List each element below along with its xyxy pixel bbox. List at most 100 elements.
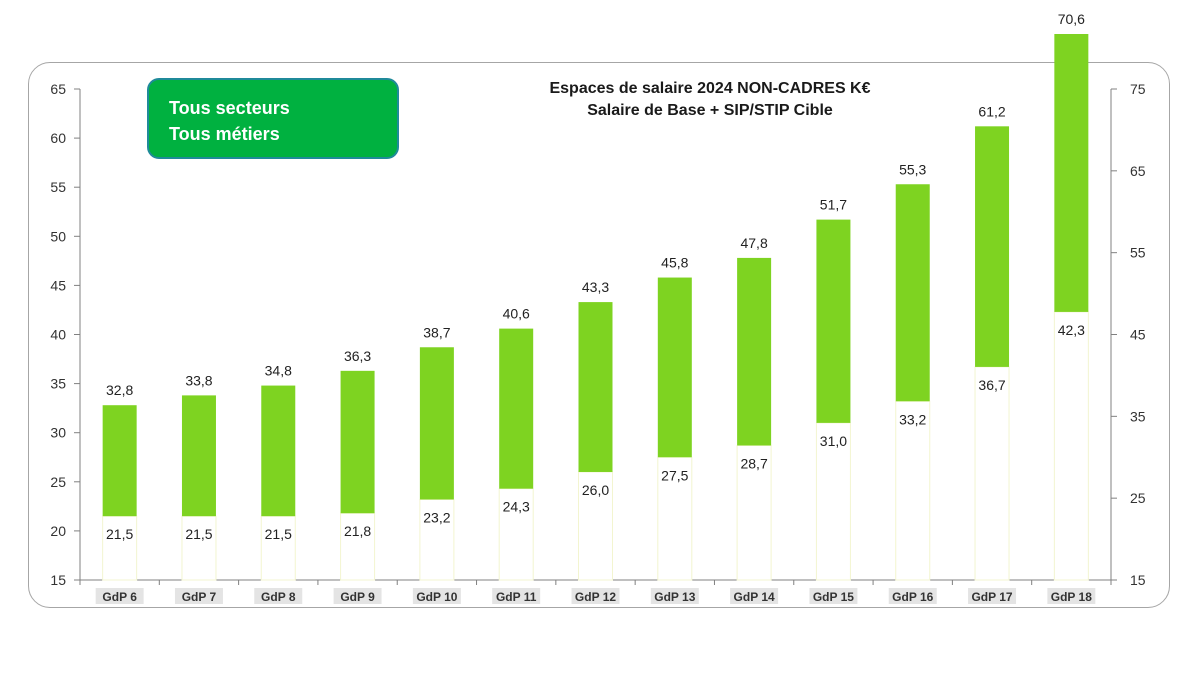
- y-left-tick-label: 20: [50, 523, 66, 539]
- chart-subtitle: Salaire de Base + SIP/STIP Cible: [587, 102, 833, 119]
- range-bar: [102, 405, 137, 517]
- x-tick-label-bg: [95, 588, 144, 604]
- low-value-label: 33,2: [899, 411, 926, 427]
- y-right-tick-label: 45: [1130, 327, 1146, 343]
- high-value-label: 33,8: [185, 372, 212, 388]
- x-tick-label: GdP 15: [813, 590, 854, 604]
- low-value-label: 24,3: [503, 499, 530, 515]
- high-value-label: 36,3: [344, 348, 371, 364]
- x-tick-label-bg: [571, 588, 620, 604]
- y-right-tick-label: 35: [1130, 408, 1146, 424]
- low-value-label: 21,5: [185, 526, 212, 542]
- y-left-tick-label: 65: [50, 81, 66, 97]
- high-value-label: 55,3: [899, 161, 926, 177]
- y-left-tick-label: 30: [50, 425, 66, 441]
- x-tick-label: GdP 13: [654, 590, 695, 604]
- high-value-label: 61,2: [978, 103, 1005, 119]
- range-bar: [261, 385, 296, 517]
- range-bar: [419, 347, 454, 500]
- x-tick-label-bg: [254, 588, 303, 604]
- x-tick-label: GdP 7: [182, 590, 217, 604]
- range-bar: [181, 395, 216, 517]
- x-tick-label-bg: [492, 588, 541, 604]
- low-value-label: 28,7: [740, 455, 767, 471]
- y-left-tick-label: 35: [50, 376, 66, 392]
- high-value-label: 38,7: [423, 324, 450, 340]
- range-bar: [499, 328, 534, 489]
- base-column: [498, 488, 534, 581]
- base-column: [736, 444, 772, 581]
- low-value-label: 21,8: [344, 523, 371, 539]
- high-value-label: 47,8: [740, 235, 767, 251]
- chart-title-block: Espaces de salaire 2024 NON-CADRES K€ Sa…: [470, 78, 950, 122]
- base-column: [419, 498, 455, 581]
- chart-frame: [28, 62, 1170, 608]
- x-tick-label: GdP 6: [102, 590, 137, 604]
- base-column: [340, 512, 376, 581]
- y-left-tick-label: 50: [50, 228, 66, 244]
- low-value-label: 36,7: [978, 377, 1005, 393]
- y-left-tick-label: 15: [50, 572, 66, 588]
- y-right-tick-label: 25: [1130, 490, 1146, 506]
- scope-badge: Tous secteurs Tous métiers: [147, 78, 399, 159]
- low-value-label: 26,0: [582, 482, 609, 498]
- y-left-tick-label: 40: [50, 327, 66, 343]
- low-value-label: 27,5: [661, 467, 688, 483]
- y-left-tick-label: 25: [50, 474, 66, 490]
- low-value-label: 31,0: [820, 433, 847, 449]
- y-left-tick-label: 45: [50, 277, 66, 293]
- x-tick-label-bg: [730, 588, 779, 604]
- base-column: [974, 366, 1010, 581]
- base-column: [578, 471, 613, 581]
- high-value-label: 43,3: [582, 279, 609, 295]
- range-bar: [657, 277, 692, 458]
- high-value-label: 51,7: [820, 197, 847, 213]
- base-column: [895, 400, 931, 581]
- base-column: [815, 422, 851, 581]
- chart-title: Espaces de salaire 2024 NON-CADRES K€: [549, 80, 871, 97]
- range-bar: [1054, 34, 1089, 312]
- x-tick-label: GdP 11: [496, 590, 537, 604]
- y-right-tick-label: 75: [1130, 81, 1146, 97]
- x-tick-label: GdP 10: [416, 590, 457, 604]
- base-column: [657, 456, 693, 581]
- low-value-label: 21,5: [106, 526, 133, 542]
- badge-line-jobs: Tous métiers: [169, 124, 280, 144]
- high-value-label: 70,6: [1058, 11, 1085, 27]
- range-bar: [816, 219, 851, 423]
- y-right-tick-label: 15: [1130, 572, 1146, 588]
- low-value-label: 21,5: [265, 526, 292, 542]
- badge-line-sectors: Tous secteurs: [169, 98, 290, 118]
- y-right-tick-label: 65: [1130, 163, 1146, 179]
- high-value-label: 32,8: [106, 382, 133, 398]
- range-bar: [895, 184, 930, 402]
- x-tick-label: GdP 16: [892, 590, 933, 604]
- y-left-tick-label: 60: [50, 130, 66, 146]
- x-tick-label-bg: [888, 588, 937, 604]
- x-tick-label-bg: [1047, 588, 1096, 604]
- x-tick-label: GdP 17: [971, 590, 1012, 604]
- x-tick-label-bg: [809, 588, 858, 604]
- x-tick-label-bg: [174, 588, 223, 604]
- x-tick-label-bg: [968, 588, 1017, 604]
- x-tick-label-bg: [412, 588, 461, 604]
- high-value-label: 40,6: [503, 306, 530, 322]
- range-bar: [737, 257, 772, 446]
- base-column: [1053, 311, 1089, 581]
- x-tick-label-bg: [333, 588, 382, 604]
- x-tick-label: GdP 14: [734, 590, 775, 604]
- x-tick-label: GdP 18: [1051, 590, 1092, 604]
- low-value-label: 23,2: [423, 509, 450, 525]
- x-tick-label: GdP 8: [261, 590, 296, 604]
- base-column: [102, 515, 138, 581]
- x-tick-label: GdP 9: [340, 590, 375, 604]
- high-value-label: 45,8: [661, 255, 688, 271]
- range-bar: [975, 126, 1010, 367]
- low-value-label: 42,3: [1058, 322, 1085, 338]
- range-bar: [340, 370, 375, 514]
- y-right-tick-label: 55: [1130, 245, 1146, 261]
- x-tick-label: GdP 12: [575, 590, 616, 604]
- range-bar: [578, 302, 613, 472]
- x-tick-label-bg: [650, 588, 699, 604]
